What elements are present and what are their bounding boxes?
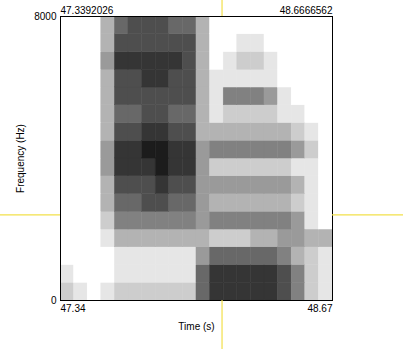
svg-text:Frequency (Hz): Frequency (Hz) xyxy=(15,124,26,193)
svg-text:Time (s): Time (s) xyxy=(178,321,214,332)
svg-text:0: 0 xyxy=(51,295,57,306)
svg-text:47.3392026: 47.3392026 xyxy=(61,5,114,16)
svg-text:47.34: 47.34 xyxy=(61,303,86,314)
svg-text:8000: 8000 xyxy=(34,11,57,22)
svg-text:48.67: 48.67 xyxy=(307,303,332,314)
svg-text:48.6666562: 48.6666562 xyxy=(280,5,333,16)
